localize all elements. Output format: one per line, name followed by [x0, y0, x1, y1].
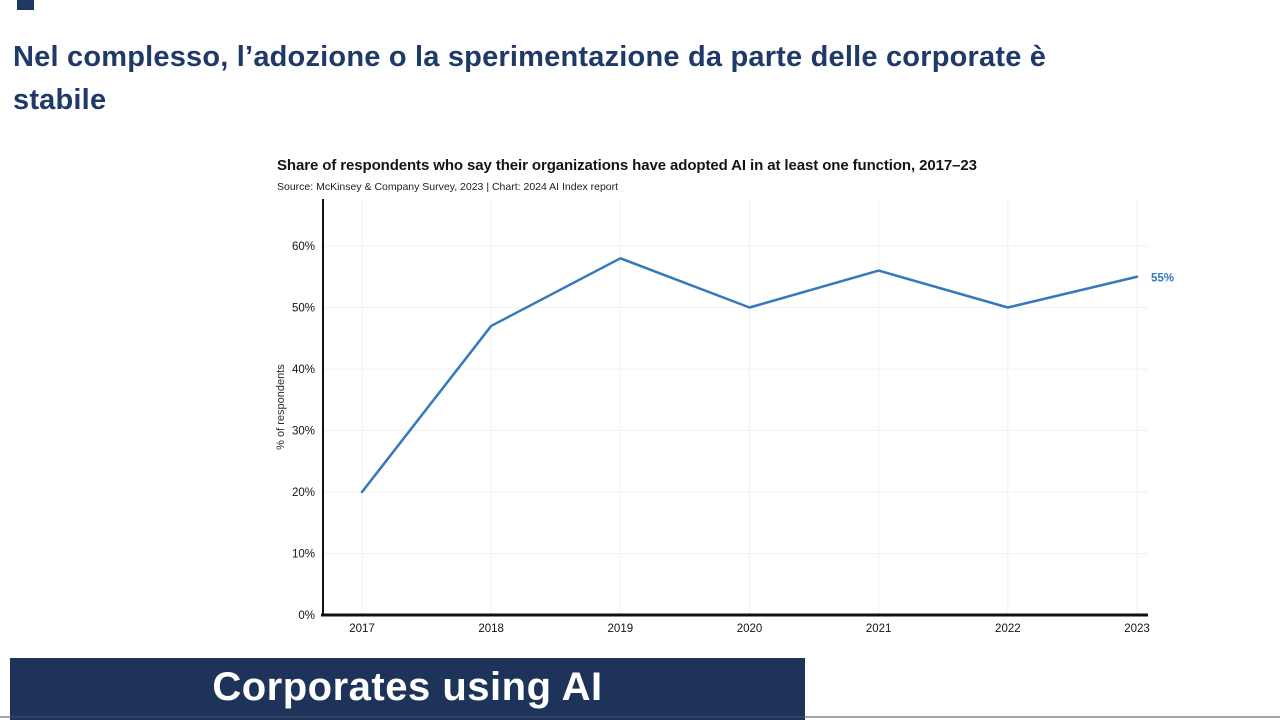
slide-title-line1: Nel complesso, l’adozione o la speriment…: [13, 41, 1047, 73]
y-tick-label: 40%: [292, 364, 315, 376]
footer-banner-label: Corporates using AI: [212, 664, 603, 709]
chart-source-caption: Source: McKinsey & Company Survey, 2023 …: [277, 181, 619, 193]
slide-title: Nel complesso, l’adozione o la speriment…: [13, 36, 1213, 122]
x-tick-label: 2019: [608, 623, 634, 635]
chart-title: Share of respondents who say their organ…: [277, 157, 977, 174]
x-tick-label: 2021: [866, 623, 892, 635]
y-axis-title: % of respondents: [275, 364, 287, 450]
x-tick-label: 2017: [349, 623, 375, 635]
footer-banner: Corporates using AI: [10, 658, 805, 720]
adoption-line-chart: 0% 10% 20% 30% 40% 50% 60% 2017 2018 2019 2020 2021…: [275, 199, 1174, 635]
y-tick-label: 50%: [292, 303, 315, 315]
end-value-label: 55%: [1151, 272, 1174, 284]
x-tick-label: 2023: [1124, 623, 1150, 635]
x-tick-label: 2022: [995, 623, 1021, 635]
y-tick-label: 0%: [298, 610, 315, 622]
y-tick-label: 30%: [292, 426, 315, 438]
slide-title-line2: stabile: [13, 84, 107, 116]
x-tick-label: 2020: [737, 623, 763, 635]
slide-corner-mark: [17, 0, 34, 10]
y-tick-label: 60%: [292, 241, 315, 253]
y-tick-label: 10%: [292, 549, 315, 561]
data-line: [360, 257, 1139, 494]
y-tick-label: 20%: [292, 487, 315, 499]
x-tick-label: 2018: [478, 623, 504, 635]
slide-bottom-edge: [0, 716, 1280, 718]
